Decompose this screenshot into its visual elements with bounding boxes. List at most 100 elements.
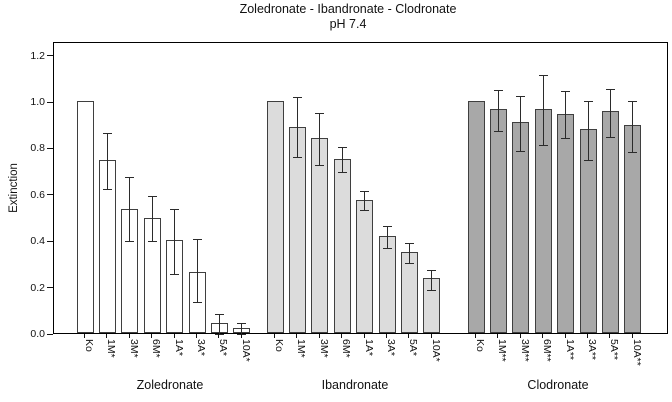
x-tick-label: 3M** [518, 339, 531, 362]
error-bar [125, 177, 135, 243]
error-bar-cap-top [170, 208, 180, 210]
x-tick-mark [341, 334, 343, 338]
bar [266, 101, 284, 333]
error-bar [382, 225, 392, 250]
x-tick-mark [274, 334, 275, 338]
x-tick-label: 1A* [172, 339, 185, 356]
y-tick-mark [47, 240, 53, 242]
x-tick-label: 1A* [362, 339, 375, 356]
plot-area [53, 42, 668, 335]
error-bar-line [218, 314, 220, 335]
x-tick-mark [430, 334, 432, 338]
error-bar [493, 90, 503, 132]
x-tick-label: 6M* [340, 339, 353, 358]
y-tick-mark [47, 333, 53, 335]
bar [512, 121, 530, 333]
bar [333, 159, 351, 333]
y-tick-label: 0.6 [30, 188, 45, 201]
error-bar-cap-top [192, 238, 202, 240]
bar [557, 113, 575, 333]
x-tick-mark [587, 334, 588, 338]
error-bar [538, 75, 548, 146]
y-tick-mark [47, 194, 53, 196]
x-tick-label: 3M* [127, 339, 140, 358]
bar [489, 109, 507, 333]
error-bar-cap-bottom [493, 130, 503, 132]
error-bar-cap-top [516, 96, 526, 98]
x-tick-mark [475, 334, 476, 338]
bar [378, 235, 396, 333]
error-bar-cap-top [404, 243, 414, 245]
x-tick-label: 5A* [217, 339, 230, 356]
x-tick-label: 3A* [385, 339, 397, 356]
error-bar-line [609, 89, 611, 138]
x-tick-mark [386, 334, 387, 338]
error-bar [516, 96, 526, 152]
error-bar-line [241, 323, 243, 335]
error-bar-cap-bottom [538, 144, 548, 146]
error-bar-cap-bottom [516, 150, 526, 152]
error-bar-line [364, 191, 366, 211]
error-bar-cap-bottom [561, 137, 571, 139]
error-bar-line [431, 270, 433, 291]
error-bar-cap-top [628, 100, 638, 102]
x-tick-mark [196, 334, 197, 338]
error-bar-cap-bottom [315, 164, 325, 166]
error-bar-cap-top [237, 323, 247, 325]
x-tick-label: 6M** [541, 339, 554, 362]
bar [467, 101, 485, 333]
error-bar-cap-bottom [404, 263, 414, 265]
error-bar-cap-top [561, 91, 571, 93]
error-bar-line [151, 195, 153, 243]
error-bar [337, 147, 347, 173]
error-bar-cap-bottom [382, 248, 392, 250]
x-tick-mark [363, 334, 365, 338]
error-bar [427, 270, 437, 291]
error-bar-line [632, 100, 634, 153]
y-tick-mark [47, 101, 53, 103]
error-bar-line [129, 177, 131, 243]
x-tick-mark [151, 334, 153, 338]
x-tick-label: 1A** [563, 339, 576, 361]
bar [288, 126, 306, 333]
x-tick-mark [318, 334, 320, 338]
x-tick-label: 5A* [407, 339, 420, 356]
error-bar [561, 91, 571, 139]
group-label: Clodronate [527, 378, 589, 392]
x-tick-mark [519, 334, 521, 338]
x-tick-mark [542, 334, 544, 338]
y-tick-label: 1.2 [30, 49, 45, 62]
x-tick-label: 3A** [586, 339, 598, 361]
error-bar-cap-bottom [214, 333, 224, 335]
x-tick-mark [564, 334, 566, 338]
error-bar-line [196, 238, 198, 303]
y-tick-label: 1.0 [30, 96, 45, 108]
error-bar-cap-bottom [102, 188, 112, 190]
error-bar-cap-top [360, 191, 370, 193]
x-tick-label: 10A* [429, 339, 442, 362]
y-tick-mark [47, 147, 53, 149]
error-bar-line [106, 133, 108, 190]
error-bar-cap-top [102, 133, 112, 135]
error-bar-cap-top [147, 195, 157, 197]
error-bar-cap-bottom [237, 333, 247, 335]
error-bar-line [587, 100, 589, 161]
y-tick-label: 0.0 [30, 328, 45, 340]
x-tick-label: 10A** [630, 339, 643, 366]
x-tick-label: Ko [474, 339, 486, 352]
bar [601, 111, 619, 333]
x-tick-mark [296, 334, 298, 338]
x-tick-mark [631, 334, 633, 338]
x-tick-mark [408, 334, 410, 338]
x-tick-mark [609, 334, 611, 338]
error-bar [102, 133, 112, 190]
chart-subtitle: pH 7.4 [329, 17, 367, 31]
error-bar-cap-bottom [192, 301, 202, 303]
error-bar-cap-top [337, 147, 347, 149]
error-bar-cap-bottom [605, 136, 615, 138]
x-tick-mark [106, 334, 108, 338]
bar [356, 199, 374, 333]
error-bar [237, 323, 247, 335]
error-bar [360, 191, 370, 211]
error-bar-cap-bottom [628, 151, 638, 153]
